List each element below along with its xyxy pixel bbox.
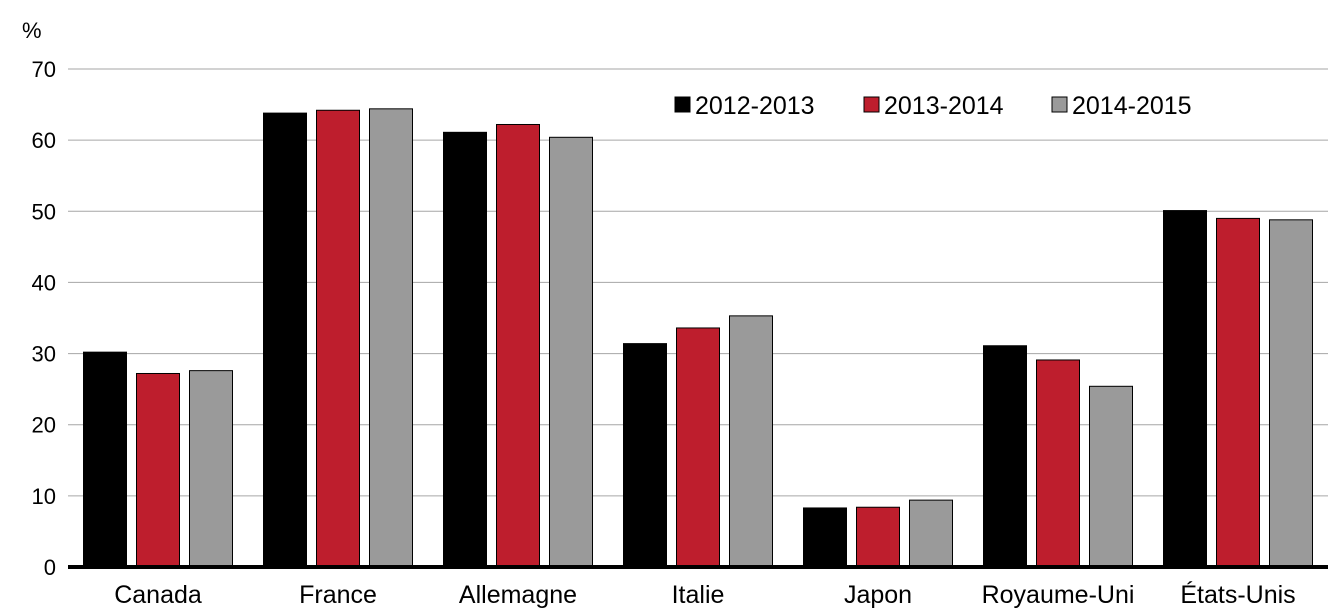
y-tick-label: 50 <box>32 199 56 224</box>
bar-2012-2013 <box>803 507 847 568</box>
x-tick-label: France <box>299 581 377 609</box>
bar-2014-2015 <box>729 315 773 568</box>
legend-swatch <box>1051 96 1068 113</box>
bar-2014-2015 <box>909 499 953 568</box>
bar-2013-2014 <box>1216 217 1260 568</box>
y-tick-label: 10 <box>32 484 56 509</box>
x-tick-label: Allemagne <box>459 581 577 609</box>
bar-2013-2014 <box>856 506 900 568</box>
y-tick-label: 40 <box>32 270 56 295</box>
y-axis: % 0 10 20 30 40 50 60 70 <box>22 18 56 580</box>
bar-2014-2015 <box>1089 385 1133 568</box>
y-tick-label: 70 <box>32 57 56 82</box>
bar-2014-2015 <box>369 108 413 568</box>
legend-label: 2012-2013 <box>695 92 815 120</box>
x-tick-label: Japon <box>844 581 912 609</box>
bar-2012-2013 <box>623 343 667 568</box>
legend: 2012-2013 2013-2014 2014-2015 <box>674 92 1192 120</box>
bar-2012-2013 <box>263 112 307 568</box>
y-tick-label: 30 <box>32 342 56 367</box>
x-axis: Canada France Allemagne Italie Japon Royaume-… <box>114 580 1295 609</box>
y-tick-label: 20 <box>32 413 56 438</box>
x-tick-label: Italie <box>672 581 725 609</box>
legend-swatch <box>863 96 880 113</box>
bar-2012-2013 <box>983 345 1027 568</box>
bar-2012-2013 <box>443 131 487 568</box>
bar-2012-2013 <box>1163 210 1207 568</box>
bar-2013-2014 <box>316 109 360 568</box>
bar-2014-2015 <box>189 370 233 568</box>
bar-2013-2014 <box>1036 359 1080 568</box>
y-tick-label: 60 <box>32 128 56 153</box>
x-tick-label: Canada <box>114 581 202 609</box>
bar-2013-2014 <box>496 123 540 568</box>
legend-swatch <box>674 96 691 113</box>
bar-2012-2013 <box>83 351 127 568</box>
bar-2014-2015 <box>1269 219 1313 568</box>
legend-label: 2013-2014 <box>884 92 1004 120</box>
x-tick-label: Royaume-Uni <box>982 581 1135 609</box>
bars <box>83 108 1313 568</box>
legend-label: 2014-2015 <box>1072 92 1192 120</box>
y-tick-label: 0 <box>44 555 56 580</box>
bar-2014-2015 <box>549 136 593 568</box>
bar-2013-2014 <box>676 327 720 568</box>
bar-2013-2014 <box>136 372 180 568</box>
y-axis-label: % <box>22 18 42 43</box>
x-tick-label: États-Unis <box>1180 580 1295 609</box>
